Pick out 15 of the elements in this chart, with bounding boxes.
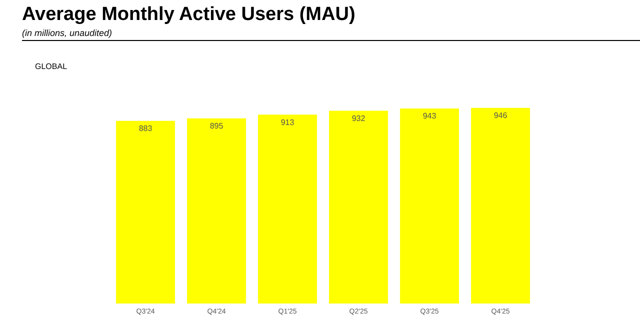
data-label: 883 [138,124,153,134]
chart-title: Average Monthly Active Users (MAU) [22,4,356,26]
data-label: 943 [422,112,437,121]
data-label: 932 [352,114,366,123]
bar [258,114,317,304]
bar [471,108,530,304]
bar [329,110,388,304]
bar [187,118,246,304]
chart-subtitle: (in millions, unaudited) [22,28,112,38]
bar [400,108,459,304]
data-label: 946 [494,111,508,120]
bar [116,120,175,304]
data-label: 895 [210,122,224,131]
data-label: 913 [280,118,295,127]
text: GLOBAL [35,62,68,71]
